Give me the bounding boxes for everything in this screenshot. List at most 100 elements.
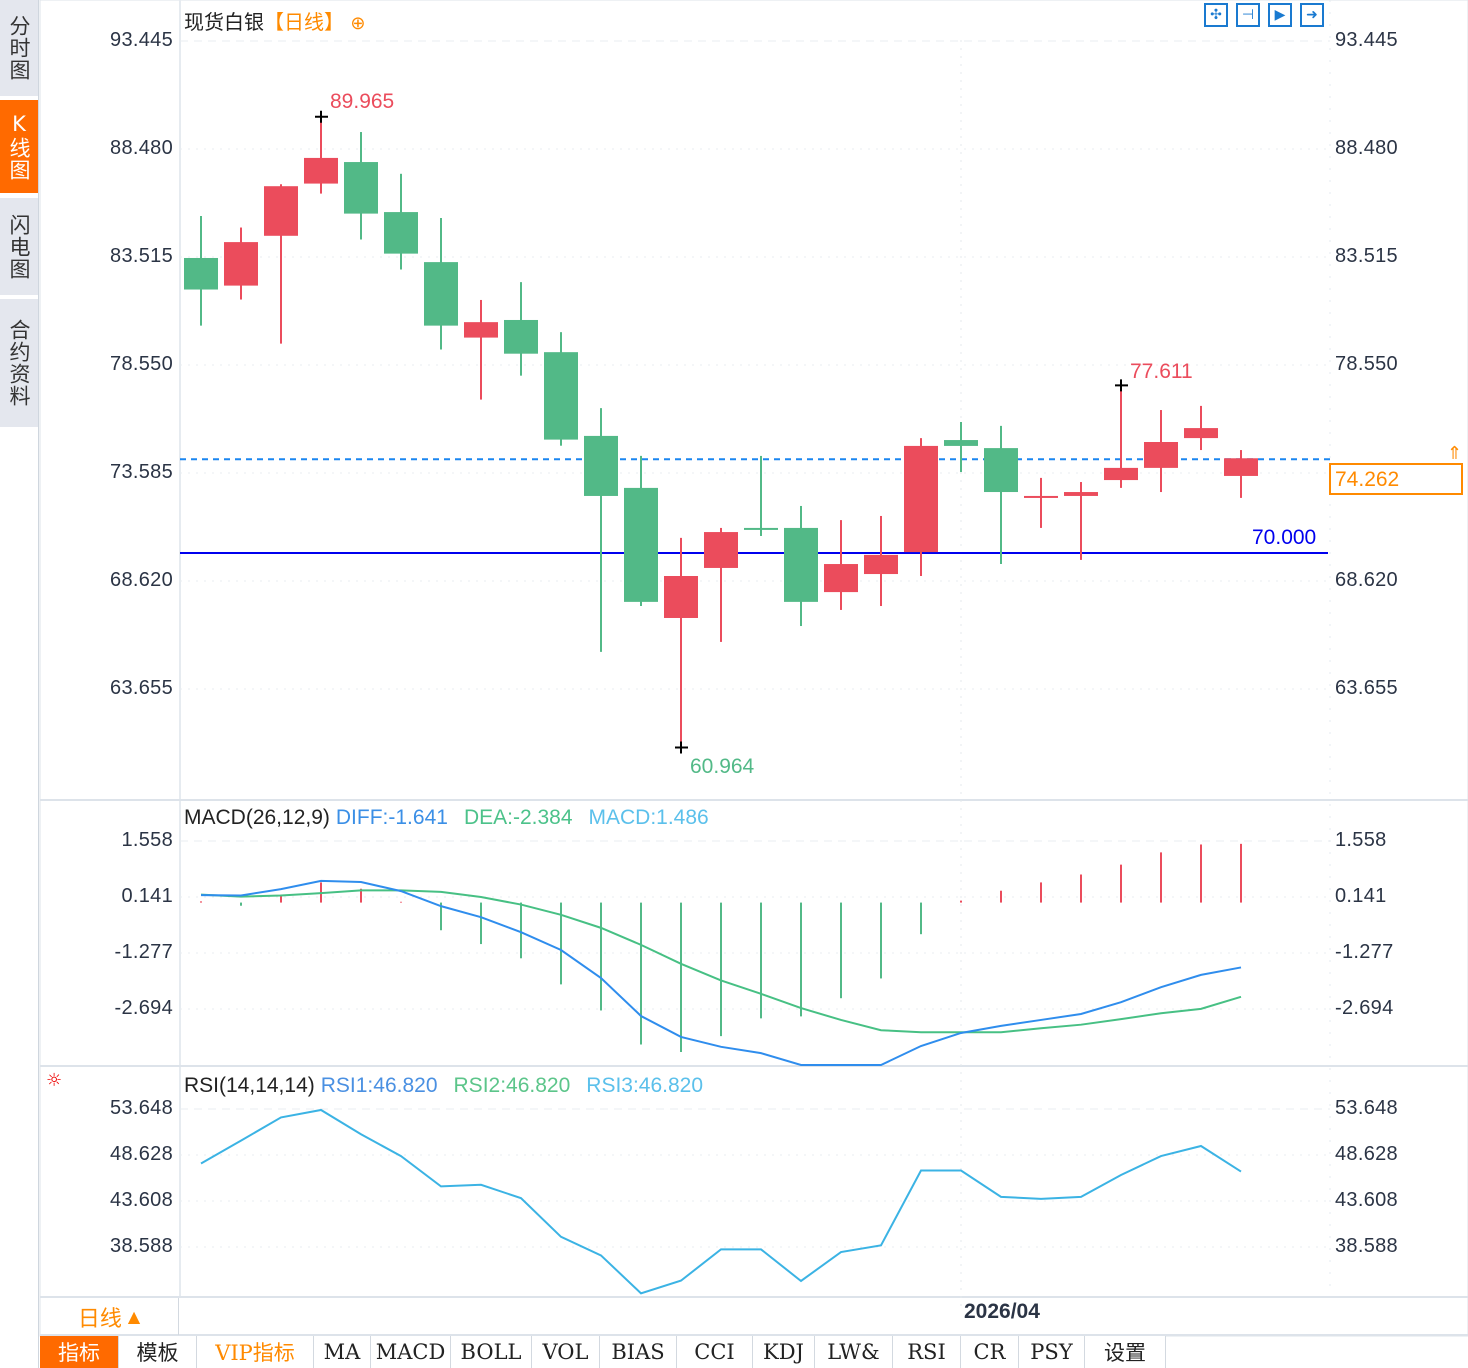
candle-down <box>624 487 658 602</box>
tab-rsi[interactable]: RSI <box>893 1336 961 1368</box>
chart-frame <box>39 0 1468 1337</box>
sidebar-tab-timeshare[interactable]: 分时图 <box>0 0 38 96</box>
chart-type-sidebar: 分时图 K线图 闪电图 合约资料 <box>0 0 39 1368</box>
candle-down <box>504 319 538 354</box>
price_axis-axis-tick-r: 88.480 <box>1335 137 1398 159</box>
rsi-axis-tick-l: 38.588 <box>110 1235 173 1257</box>
macd-dea-value: DEA:-2.384 <box>463 806 573 829</box>
price_axis-axis-tick-l: 88.480 <box>110 137 173 159</box>
rsi-axis-tick-l: 48.628 <box>110 1143 173 1165</box>
macd-axis-tick-l: -2.694 <box>114 997 173 1019</box>
move-icon[interactable]: ✣ <box>1204 3 1228 27</box>
candle-up <box>464 322 498 338</box>
price_axis-axis-tick-l: 63.655 <box>110 677 173 699</box>
candle-up <box>864 554 898 575</box>
price_axis-axis-tick-r: 93.445 <box>1335 29 1398 51</box>
candle-down <box>424 262 458 326</box>
tab-lw[interactable]: LW& <box>815 1336 893 1368</box>
tab-kdj[interactable]: KDJ <box>753 1336 815 1368</box>
candle-down <box>584 435 618 496</box>
symbol-name: 现货白银 <box>184 10 264 34</box>
candle-down <box>184 257 218 290</box>
period-label[interactable]: 【日线】 <box>264 10 344 34</box>
candle-up <box>1104 467 1138 481</box>
tab-boll[interactable]: BOLL <box>451 1336 532 1368</box>
price_axis-axis-tick-r: 78.550 <box>1335 353 1398 375</box>
tab-macd[interactable]: MACD <box>371 1336 451 1368</box>
tab--14[interactable]: 设置 <box>1085 1336 1166 1368</box>
zoom-in-range-icon[interactable]: ⊣ <box>1236 3 1260 27</box>
rsi2-value: RSI2:46.820 <box>453 1074 571 1097</box>
rsi3-value: RSI3:46.820 <box>586 1074 704 1097</box>
candle-down <box>544 352 578 440</box>
chart-title: 现货白银【日线】 ⊕ <box>184 6 365 35</box>
extreme-crosshair-icon <box>315 110 328 123</box>
caret-up-icon: ▲ <box>127 1307 141 1326</box>
macd-diff-value: DIFF:-1.641 <box>335 806 448 829</box>
sun-icon[interactable]: ☼ <box>46 1070 63 1091</box>
rsi-axis-tick-l: 43.608 <box>110 1189 173 1211</box>
candle-down <box>944 440 978 446</box>
macd-title: MACD(26,12,9) <box>184 806 330 829</box>
last-price-tag: 74.262 <box>1329 463 1463 495</box>
candle-up <box>1024 495 1058 498</box>
rsi1-value: RSI1:46.820 <box>320 1074 438 1097</box>
rsi-title: RSI(14,14,14) <box>184 1074 315 1097</box>
extreme-crosshair-icon <box>675 741 688 754</box>
double-up-arrow-icon[interactable]: ⇑ <box>1447 443 1463 464</box>
macd-legend: MACD(26,12,9) DIFF:-1.641 DEA:-2.384 MACD:1… <box>184 806 725 830</box>
rsi-axis-tick-r: 43.608 <box>1335 1189 1398 1211</box>
tab-vip-2[interactable]: VIP指标 <box>197 1336 314 1368</box>
candle-up <box>664 575 698 618</box>
tab-ma[interactable]: MA <box>314 1336 371 1368</box>
sidebar-tab-contract-info[interactable]: 合约资料 <box>0 299 38 427</box>
circle-plus-icon[interactable]: ⊕ <box>350 13 366 34</box>
recent-high-label: 77.611 <box>1130 360 1193 383</box>
sidebar-tab-flash[interactable]: 闪电图 <box>0 198 38 295</box>
dea-line <box>200 889 1242 1034</box>
price_axis-axis-tick-r: 63.655 <box>1335 677 1398 699</box>
candle-up <box>904 445 938 553</box>
period-selector[interactable]: 日线 ▲ <box>40 1298 179 1335</box>
candle-down <box>744 527 778 530</box>
price_axis-axis-tick-l: 68.620 <box>110 569 173 591</box>
price_axis-axis-tick-l: 78.550 <box>110 353 173 375</box>
tab--0[interactable]: 指标 <box>40 1336 119 1368</box>
level-line-label[interactable]: 70.000 <box>1252 526 1317 549</box>
extreme-crosshair-icon <box>1115 379 1128 392</box>
candle-up <box>224 242 258 286</box>
candle-down <box>984 448 1018 493</box>
rsi-axis-tick-r: 53.648 <box>1335 1097 1398 1119</box>
price_axis-axis-tick-l: 83.515 <box>110 245 173 267</box>
tab--1[interactable]: 模板 <box>119 1336 197 1368</box>
play-icon[interactable]: ▶ <box>1268 3 1292 27</box>
rsi-axis-tick-l: 53.648 <box>110 1097 173 1119</box>
macd-axis-tick-r: 1.558 <box>1335 829 1387 851</box>
tab-psy[interactable]: PSY <box>1019 1336 1085 1368</box>
period-selector-label: 日线 <box>77 1306 122 1332</box>
indicator-tabs: 指标 模板 VIP指标 MA MACD BOLL VOL BIAS CCI KDJ LW& RSI CR… <box>40 1336 1166 1368</box>
sidebar-tab-kline[interactable]: K线图 <box>0 100 38 193</box>
macd-axis-tick-l: 1.558 <box>121 829 173 851</box>
price_axis-axis-tick-r: 83.515 <box>1335 245 1398 267</box>
diff-line <box>200 879 1242 1066</box>
tab-cci[interactable]: CCI <box>677 1336 753 1368</box>
macd-axis-tick-r: -2.694 <box>1335 997 1394 1019</box>
high-price-label: 89.965 <box>330 90 395 113</box>
price_axis-axis-tick-r: 68.620 <box>1335 569 1398 591</box>
rsi-axis-tick-r: 48.628 <box>1335 1143 1398 1165</box>
tab-vol[interactable]: VOL <box>532 1336 600 1368</box>
tab-bias[interactable]: BIAS <box>600 1336 677 1368</box>
macd-hist-value: MACD:1.486 <box>588 806 709 829</box>
date-axis-label: 2026/04 <box>964 1300 1040 1323</box>
candle-up <box>1064 492 1098 496</box>
goto-latest-icon[interactable]: ➜ <box>1300 3 1324 27</box>
candle-up <box>264 186 298 236</box>
candle-down <box>784 527 818 602</box>
tab-cr[interactable]: CR <box>961 1336 1019 1368</box>
candle-up <box>1144 442 1178 468</box>
candle-down <box>384 212 418 254</box>
rsi-legend: RSI(14,14,14) RSI1:46.820 RSI2:46.820 RSI3:… <box>184 1074 719 1098</box>
macd-axis-tick-r: 0.141 <box>1335 885 1387 907</box>
